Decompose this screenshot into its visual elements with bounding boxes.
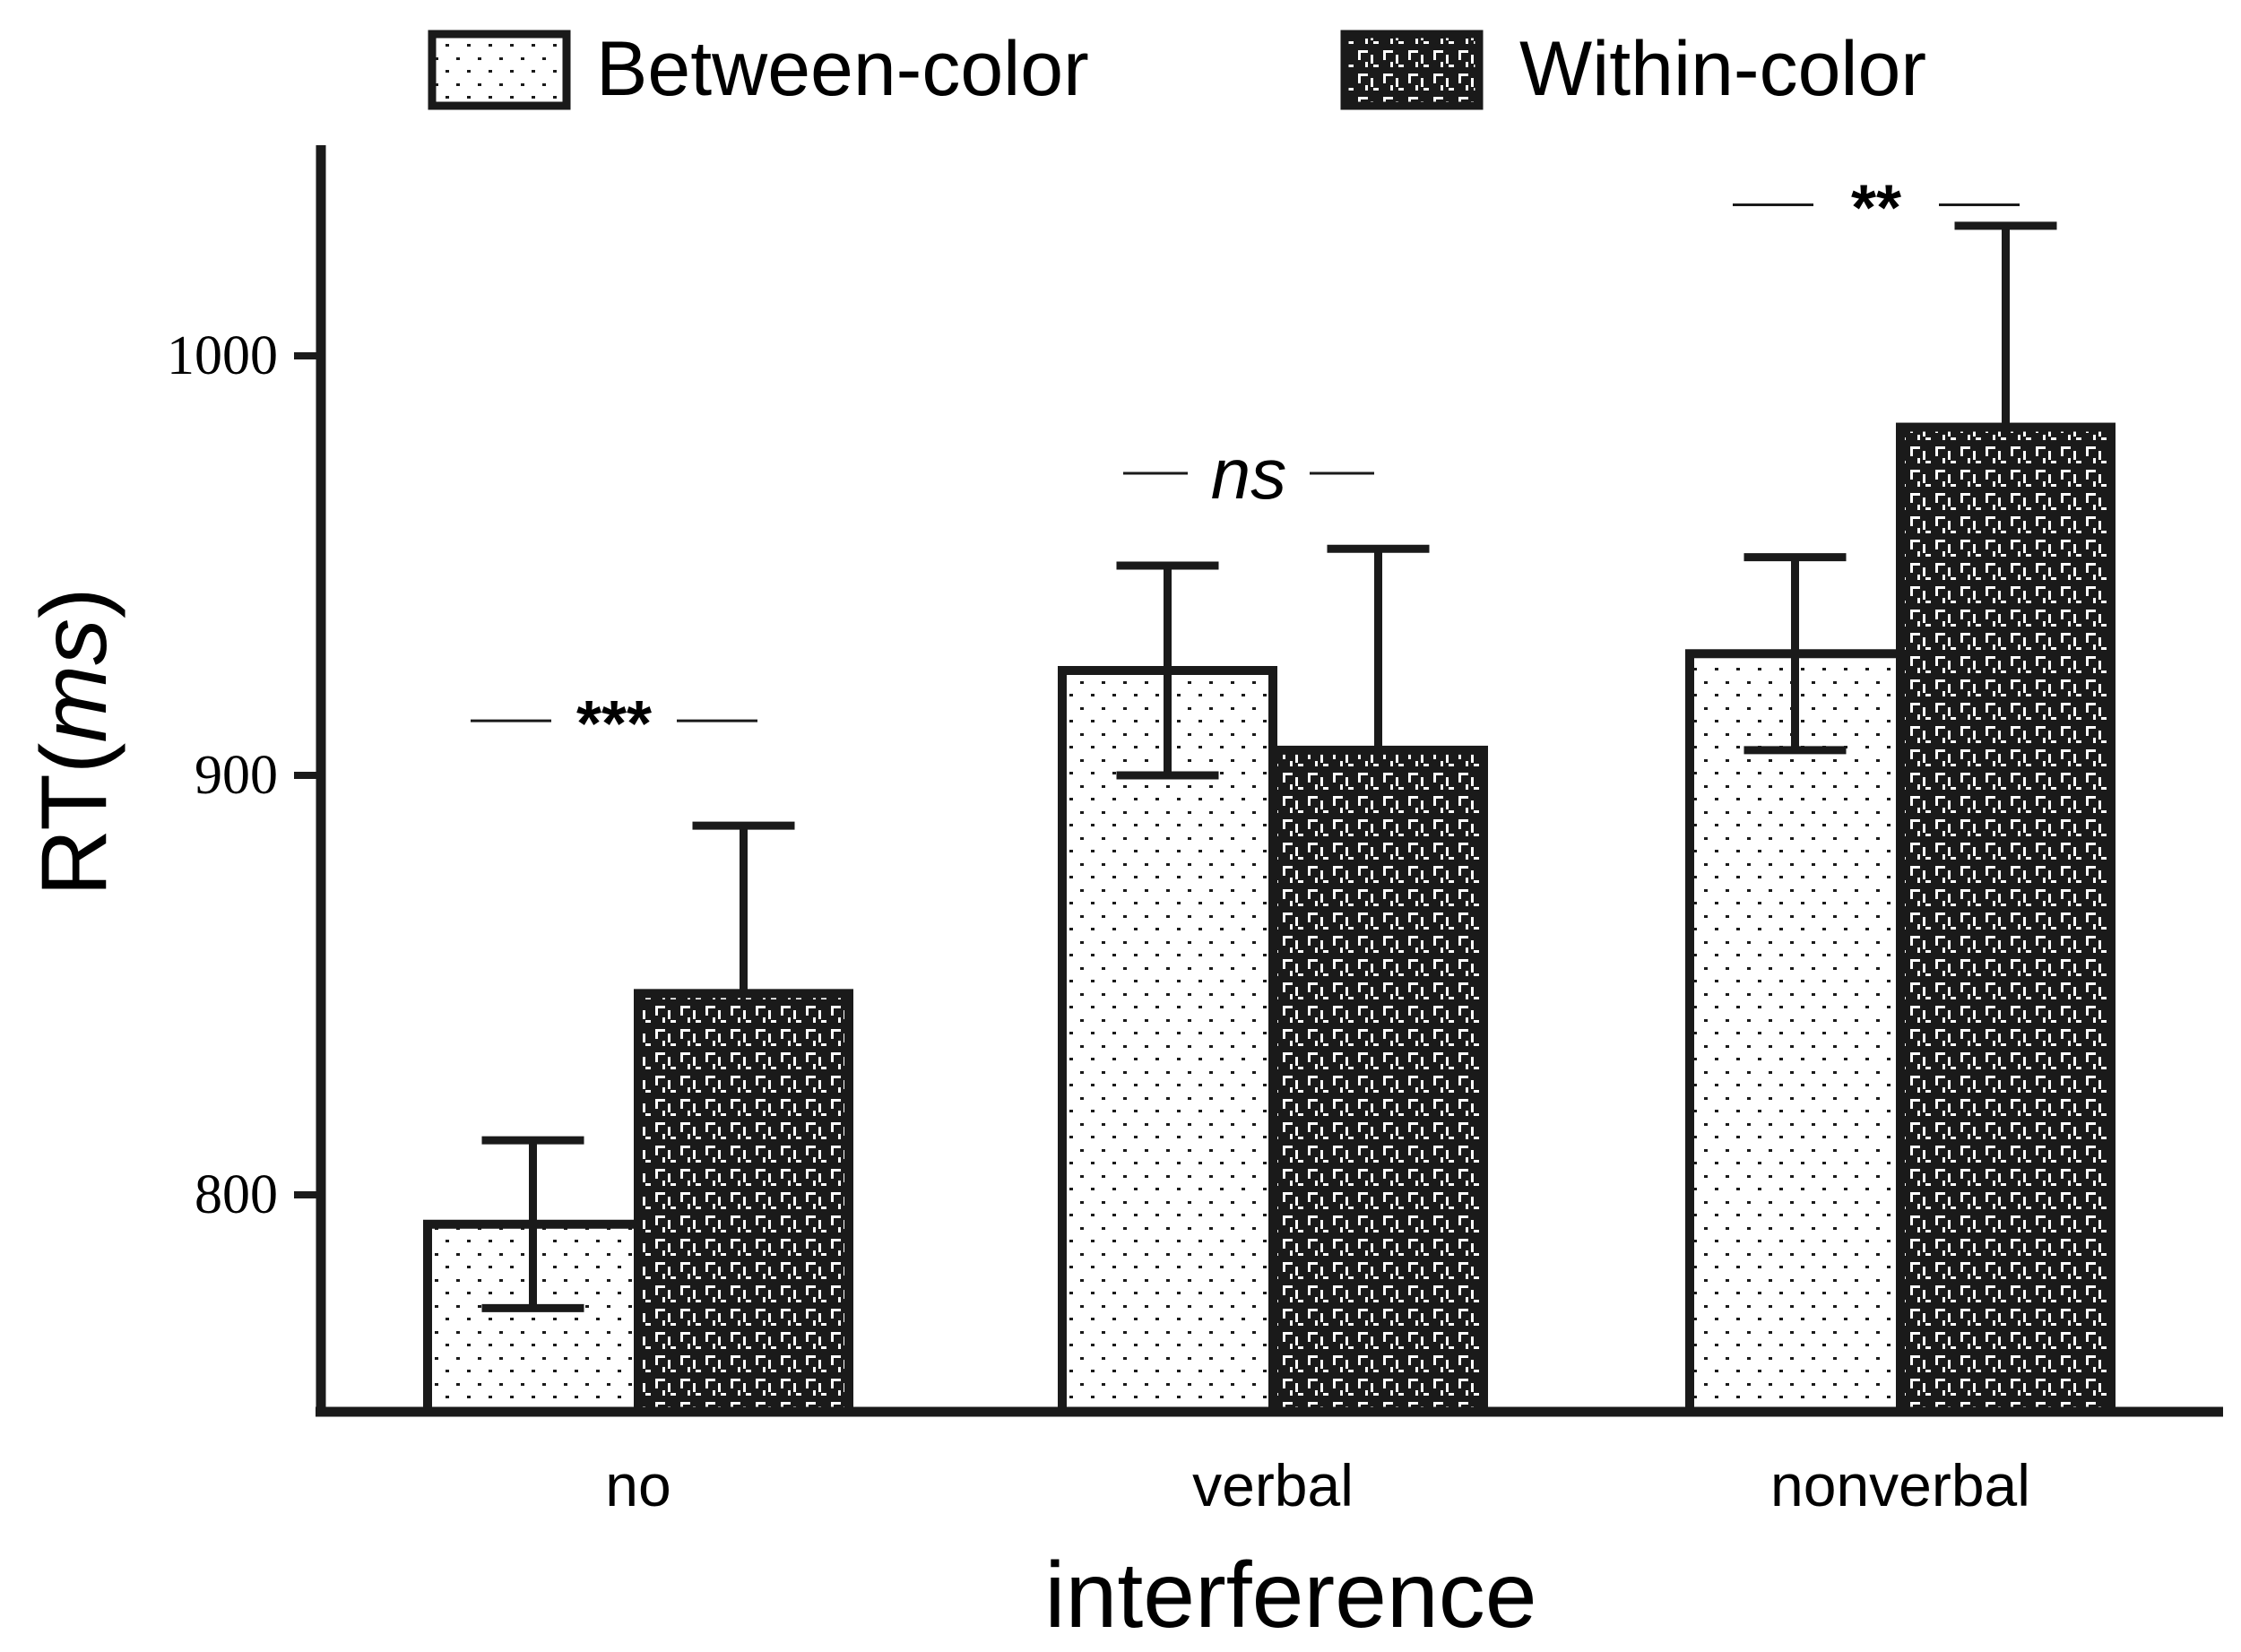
bar-within-color-nonverbal: [1896, 422, 2116, 1416]
x-tick-label-no: no: [605, 1452, 671, 1518]
y-tick-label-1000: 1000: [167, 325, 278, 386]
bar-within-color-verbal: [1268, 745, 1488, 1416]
legend-swatch-within-color: [1340, 30, 1484, 110]
legend-swatch-between-color: [428, 30, 571, 110]
x-tick-label-nonverbal: nonverbal: [1770, 1452, 2030, 1518]
y-axis-title: RT(ms): [22, 587, 126, 896]
legend-label-between-color: Between-color: [596, 26, 1089, 112]
y-tick-label-800: 800: [195, 1164, 278, 1225]
y-tick-label-900: 900: [195, 745, 278, 806]
significance-label-no: ***: [576, 688, 652, 760]
plot-area: *** ns **: [423, 173, 2116, 1417]
bar-between-color-nonverbal: [1685, 649, 1905, 1416]
bar-between-color-verbal: [1058, 666, 1277, 1416]
bar-within-color-no: [634, 989, 853, 1416]
legend: Between-color Within-color: [428, 26, 1926, 112]
legend-label-within-color: Within-color: [1519, 26, 1926, 112]
significance-label-verbal: ns: [1211, 434, 1287, 514]
x-axis-title: interference: [1044, 1544, 1536, 1648]
x-tick-label-verbal: verbal: [1192, 1452, 1354, 1518]
significance-label-nonverbal: **: [1851, 173, 1901, 245]
